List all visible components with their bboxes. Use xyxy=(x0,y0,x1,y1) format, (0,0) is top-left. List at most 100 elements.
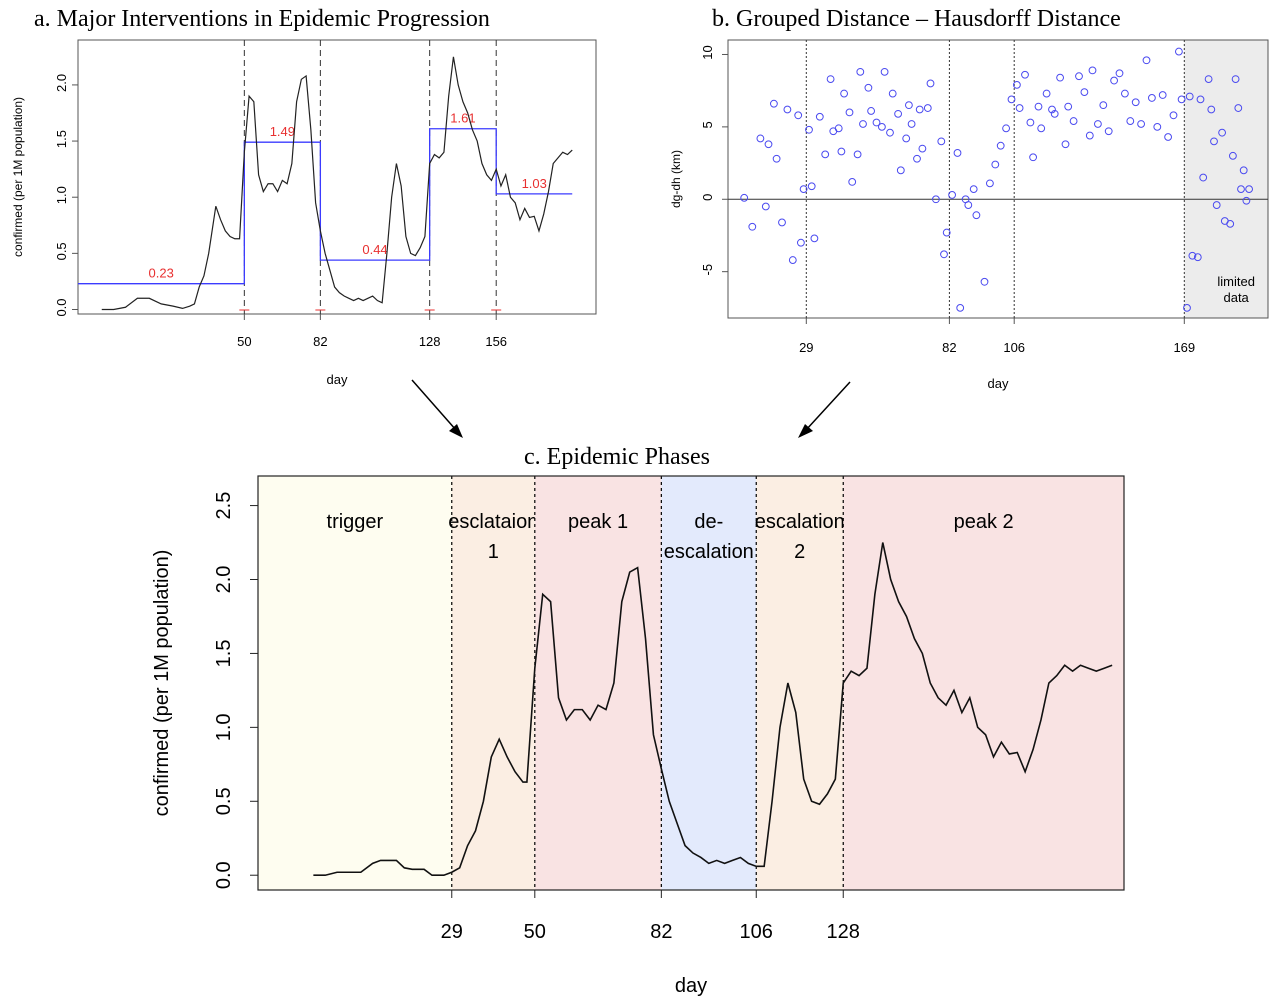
panel-c-series-line xyxy=(313,542,1113,877)
panel-b-point xyxy=(1080,88,1089,97)
panel-b-point xyxy=(1099,101,1108,110)
panel-a-chart: 0.0 0.5 1.0 1.5 2.0 50 82 128 156 0.23 1.49 0.44 1.6… xyxy=(11,39,597,387)
panel-a-ytick-label: 0.0 xyxy=(54,298,69,316)
panel-b-ylabel: dg-dh (km) xyxy=(669,150,683,208)
panel-b-point xyxy=(1021,70,1029,79)
panel-a-step-label: 0.23 xyxy=(149,266,174,281)
panel-c-phase-label: escalation xyxy=(664,541,754,563)
panel-b-xtick-label: 169 xyxy=(1173,340,1195,355)
panel-a-xtick-label: 82 xyxy=(313,334,327,349)
panel-b-point xyxy=(1229,151,1237,160)
panel-c-phase-label: peak 2 xyxy=(954,511,1014,533)
panel-b-point xyxy=(1218,128,1226,137)
panel-b-point xyxy=(805,125,813,134)
panel-b-point xyxy=(896,166,905,175)
panel-b-point xyxy=(859,120,867,128)
panel-c-phase-label: 1 xyxy=(488,541,499,563)
panel-b-point xyxy=(1061,140,1070,149)
panel-b-point xyxy=(980,277,989,286)
panel-b-point xyxy=(1042,89,1051,98)
panel-b-point xyxy=(1164,133,1172,141)
panel-b-point xyxy=(991,160,1000,169)
panel-b-point xyxy=(799,185,808,194)
panel-b-point xyxy=(1104,127,1113,136)
panel-c-phase-band xyxy=(661,476,757,890)
panel-b-point xyxy=(764,140,773,149)
arrow-b-to-c xyxy=(798,381,851,438)
panel-c-xtick-label: 106 xyxy=(740,921,773,943)
panel-b-xtick-label: 82 xyxy=(942,340,956,355)
arrow-a-to-c xyxy=(411,379,463,438)
panel-b-point xyxy=(1075,72,1083,81)
panel-a-xtick-label: 128 xyxy=(419,334,441,349)
panel-c-xtick-label: 82 xyxy=(650,921,672,943)
panel-c-ytick-label: 2.5 xyxy=(213,492,235,520)
panel-b-xtick-label: 106 xyxy=(1003,340,1025,355)
panel-b-point xyxy=(1245,185,1253,194)
panel-b-point xyxy=(1237,185,1245,194)
panel-b-point xyxy=(1088,66,1097,75)
panel-b-point xyxy=(872,118,881,127)
panel-b-ytick-label: 10 xyxy=(700,45,715,59)
panel-b-point xyxy=(1158,91,1167,99)
panel-c-ylabel: confirmed (per 1M population) xyxy=(151,550,173,817)
panel-c-phase-band xyxy=(451,476,535,890)
panel-b-point xyxy=(1131,98,1140,107)
panel-b-point xyxy=(772,154,781,163)
panel-b-point xyxy=(1177,95,1186,104)
panel-b-xlabel: day xyxy=(988,376,1009,391)
panel-a-series-line xyxy=(101,56,573,311)
panel-b-point xyxy=(926,79,935,88)
panel-b-point xyxy=(821,150,830,159)
panel-b-point xyxy=(810,234,819,243)
panel-b-point xyxy=(778,218,786,227)
panel-c-frame xyxy=(257,475,1125,891)
panel-b-point xyxy=(913,154,921,163)
panel-b-point xyxy=(886,128,894,137)
panel-b-point xyxy=(918,144,927,153)
panel-b-point xyxy=(1199,173,1208,182)
panel-b-point xyxy=(1142,56,1151,65)
panel-b-point xyxy=(1013,80,1021,89)
panel-b-point xyxy=(826,75,835,83)
panel-c-ytick-label: 1.5 xyxy=(213,640,235,668)
panel-b-point xyxy=(956,303,965,312)
panel-b-point xyxy=(1210,137,1218,146)
panel-b-point xyxy=(915,105,924,114)
panel-c-chart: trigger esclataion 1 peak 1 de-escalationesc… xyxy=(151,475,1125,997)
panel-b-point xyxy=(1169,111,1178,120)
panel-a-xtick-label: 156 xyxy=(485,334,507,349)
panel-b-point xyxy=(1048,105,1056,114)
panel-b-point xyxy=(1085,131,1094,140)
panel-c-phase-label: trigger xyxy=(327,511,384,533)
panel-b-shaded-label: data xyxy=(1223,290,1249,305)
panel-b-point xyxy=(1110,76,1118,85)
panel-b-point xyxy=(783,105,792,114)
panel-b-point xyxy=(1026,118,1035,127)
panel-b-point xyxy=(1188,251,1197,260)
panel-b-point xyxy=(1242,196,1251,205)
panel-b-point xyxy=(942,228,951,237)
panel-b-point xyxy=(1037,124,1046,133)
panel-a-frame xyxy=(77,39,597,315)
panel-b-point xyxy=(894,109,902,118)
panel-b-point xyxy=(932,195,940,204)
panel-b-point xyxy=(996,141,1005,150)
panel-a-ytick-label: 1.5 xyxy=(54,130,69,148)
panel-c-xtick-label: 128 xyxy=(827,921,860,943)
panel-b-point xyxy=(1212,201,1221,209)
panel-b-point xyxy=(761,202,770,211)
panel-b-ytick-label: 5 xyxy=(700,121,715,128)
panel-b-point xyxy=(964,201,973,209)
panel-b-point xyxy=(867,107,875,115)
panel-a-ytick-label: 1.0 xyxy=(54,186,69,204)
panel-b-point xyxy=(794,111,803,120)
panel-c-phase-label: de- xyxy=(694,511,723,533)
panel-a-title: a. Major Interventions in Epidemic Progr… xyxy=(34,6,490,32)
panel-c-phase-band xyxy=(756,476,844,890)
panel-b-point xyxy=(1069,117,1078,125)
panel-a-xtick-label: 50 xyxy=(237,334,251,349)
panel-b-point xyxy=(953,149,962,157)
